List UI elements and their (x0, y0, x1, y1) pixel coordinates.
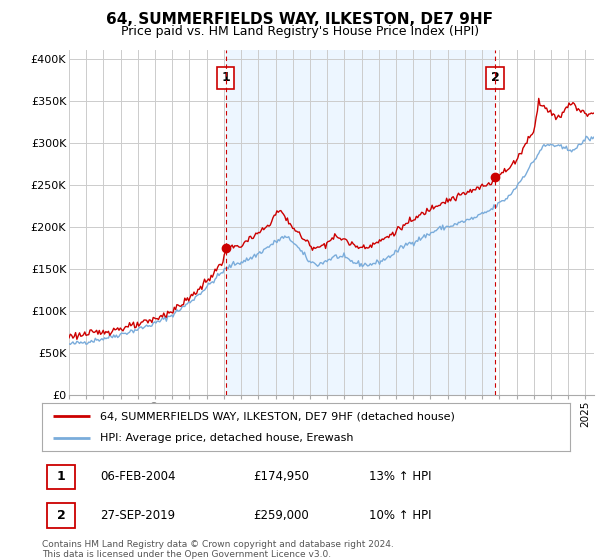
Text: 2: 2 (491, 72, 499, 85)
Text: 2: 2 (56, 509, 65, 522)
Text: Price paid vs. HM Land Registry's House Price Index (HPI): Price paid vs. HM Land Registry's House … (121, 25, 479, 38)
Text: £174,950: £174,950 (253, 470, 309, 483)
Bar (226, 50, 495, 395)
Text: 06-FEB-2004: 06-FEB-2004 (100, 470, 176, 483)
Text: 13% ↑ HPI: 13% ↑ HPI (370, 470, 432, 483)
Text: £259,000: £259,000 (253, 509, 309, 522)
Text: 1: 1 (221, 72, 230, 85)
Text: 10% ↑ HPI: 10% ↑ HPI (370, 509, 432, 522)
Text: 27-SEP-2019: 27-SEP-2019 (100, 509, 175, 522)
FancyBboxPatch shape (47, 503, 75, 528)
Text: HPI: Average price, detached house, Erewash: HPI: Average price, detached house, Erew… (100, 433, 353, 443)
Text: Contains HM Land Registry data © Crown copyright and database right 2024.
This d: Contains HM Land Registry data © Crown c… (42, 540, 394, 559)
Text: 64, SUMMERFIELDS WAY, ILKESTON, DE7 9HF (detached house): 64, SUMMERFIELDS WAY, ILKESTON, DE7 9HF … (100, 411, 455, 421)
Text: 64, SUMMERFIELDS WAY, ILKESTON, DE7 9HF: 64, SUMMERFIELDS WAY, ILKESTON, DE7 9HF (107, 12, 493, 27)
Text: 1: 1 (56, 470, 65, 483)
FancyBboxPatch shape (47, 465, 75, 489)
